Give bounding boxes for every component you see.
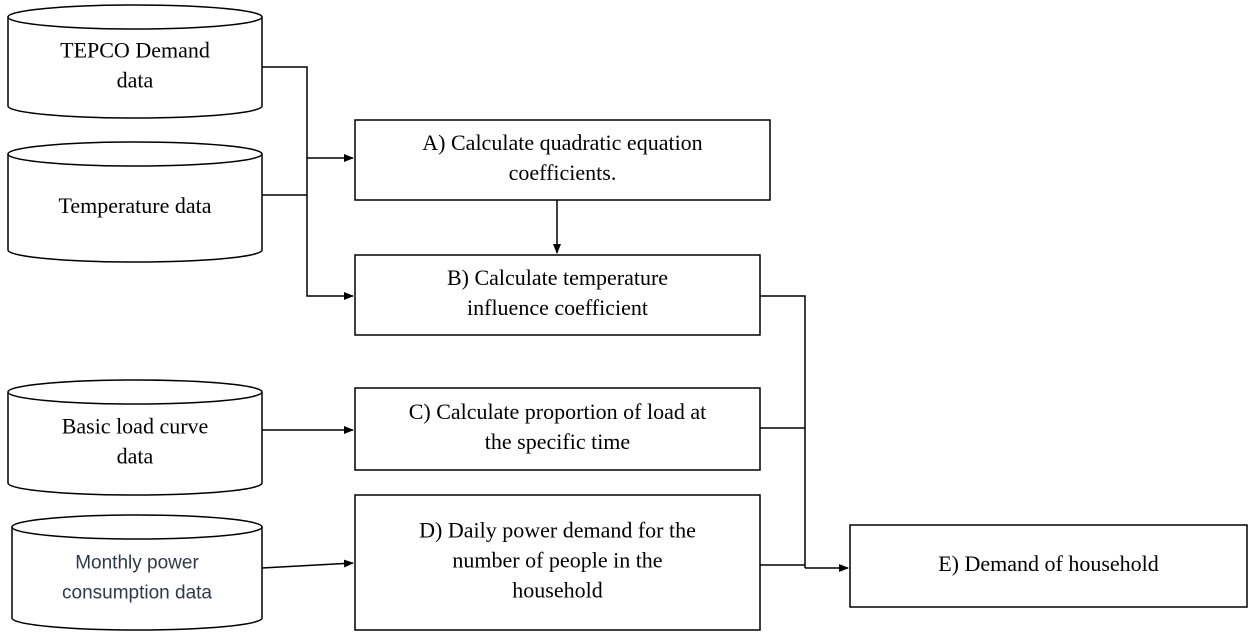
cylinder-top — [7, 379, 263, 405]
node-label: data — [117, 68, 154, 93]
node-label: consumption data — [62, 583, 212, 604]
connectors — [261, 66, 849, 572]
node-label: A) Calculate quadratic equation — [422, 130, 702, 155]
process-box — [849, 524, 1248, 608]
process-box — [354, 494, 761, 631]
cylinder-top — [11, 514, 263, 540]
data-cylinder — [7, 154, 263, 263]
node-label: Temperature data — [59, 193, 212, 218]
node-label: TEPCO Demand — [60, 38, 210, 63]
node-label: number of people in the — [452, 548, 662, 573]
node-label: influence coefficient — [467, 295, 648, 320]
cylinder-top — [7, 4, 263, 30]
process-box — [354, 387, 761, 471]
node-label: coefficients. — [509, 160, 617, 185]
node-label: the specific time — [485, 429, 630, 454]
data-cylinder — [11, 527, 263, 631]
nodes: TEPCO Demand data Temperature data Basic lo… — [7, 4, 1248, 631]
node-label: D) Daily power demand for the — [419, 518, 696, 543]
node-label: B) Calculate temperature — [447, 265, 668, 290]
data-cylinder — [7, 392, 263, 496]
connector — [760, 295, 806, 568]
node-label: Basic load curve — [62, 414, 209, 439]
connector — [261, 559, 354, 569]
node-label: E) Demand of household — [938, 551, 1159, 576]
process-box — [354, 254, 761, 336]
connector — [262, 66, 354, 300]
node-label: data — [117, 444, 154, 469]
cylinder-top — [7, 141, 263, 167]
node-label: Monthly power — [75, 553, 199, 574]
node-label: C) Calculate proportion of load at — [409, 399, 707, 424]
process-box — [354, 119, 771, 201]
node-label: household — [512, 578, 602, 603]
data-cylinder — [7, 17, 263, 119]
